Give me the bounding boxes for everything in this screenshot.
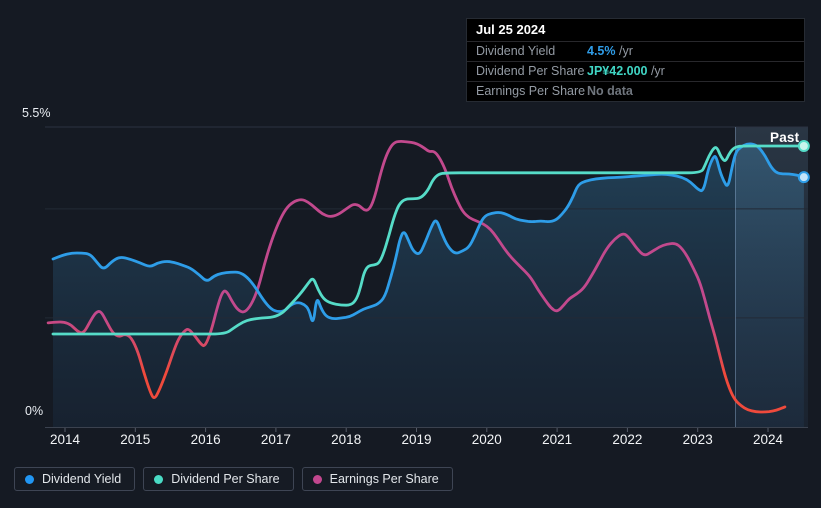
legend-item-earnings-per-share[interactable]: Earnings Per Share bbox=[301, 467, 453, 491]
tooltip-date: Jul 25 2024 bbox=[476, 22, 546, 37]
tooltip-row-dividend-per-share: Dividend Per Share JP¥42.000 /yr bbox=[467, 61, 804, 81]
chart-legend: Dividend Yield Dividend Per Share Earnin… bbox=[14, 467, 453, 491]
x-axis-label-2018: 2018 bbox=[331, 432, 362, 447]
earnings-per-share-dot-icon bbox=[312, 474, 322, 484]
x-axis-label-2022: 2022 bbox=[612, 432, 643, 447]
chart-tooltip: Jul 25 2024 Dividend Yield 4.5% /yr Divi… bbox=[466, 18, 805, 102]
x-axis-label-2014: 2014 bbox=[49, 432, 81, 447]
tooltip-label: Dividend Yield bbox=[476, 44, 556, 58]
tooltip-row-earnings-per-share: Earnings Per Share No data bbox=[467, 81, 804, 101]
legend-label: Dividend Yield bbox=[42, 472, 122, 486]
past-region-highlight bbox=[735, 127, 808, 427]
x-axis-label-2015: 2015 bbox=[120, 432, 151, 447]
tooltip-row-dividend-yield: Dividend Yield 4.5% /yr bbox=[467, 41, 804, 61]
x-axis-label-2024: 2024 bbox=[752, 432, 784, 447]
legend-item-dividend-yield[interactable]: Dividend Yield bbox=[14, 467, 136, 491]
dividend-per-share-line bbox=[51, 144, 806, 336]
tooltip-value: No data bbox=[587, 84, 633, 98]
legend-item-dividend-per-share[interactable]: Dividend Per Share bbox=[143, 467, 294, 491]
x-axis-label-2023: 2023 bbox=[682, 432, 713, 447]
x-axis-label-2020: 2020 bbox=[471, 432, 502, 447]
past-label: Past bbox=[770, 130, 800, 145]
dividend-yield-dot-icon bbox=[25, 474, 34, 484]
legend-label: Dividend Per Share bbox=[171, 472, 280, 486]
y-axis-label-top: 5.5% bbox=[22, 106, 51, 120]
x-axis-label-2016: 2016 bbox=[190, 432, 221, 447]
dividend-yield-end-dot bbox=[797, 171, 810, 184]
tooltip-value: JP¥42.000 /yr bbox=[587, 64, 665, 78]
x-axis-label-2017: 2017 bbox=[260, 432, 291, 447]
x-axis-label-2021: 2021 bbox=[542, 432, 573, 447]
dividend-yield-line bbox=[51, 142, 806, 323]
x-axis-label-2019: 2019 bbox=[401, 432, 432, 447]
tooltip-label: Earnings Per Share bbox=[476, 84, 586, 98]
y-axis-label-bottom: 0% bbox=[25, 404, 44, 418]
dividend-per-share-dot-icon bbox=[154, 474, 164, 484]
dividend-per-share-end-dot bbox=[797, 140, 810, 152]
legend-label: Earnings Per Share bbox=[329, 472, 439, 486]
tooltip-value: 4.5% /yr bbox=[587, 44, 633, 58]
dividend-yield-area bbox=[53, 143, 804, 427]
tooltip-label: Dividend Per Share bbox=[476, 64, 585, 78]
earnings-per-share-line bbox=[46, 139, 787, 414]
